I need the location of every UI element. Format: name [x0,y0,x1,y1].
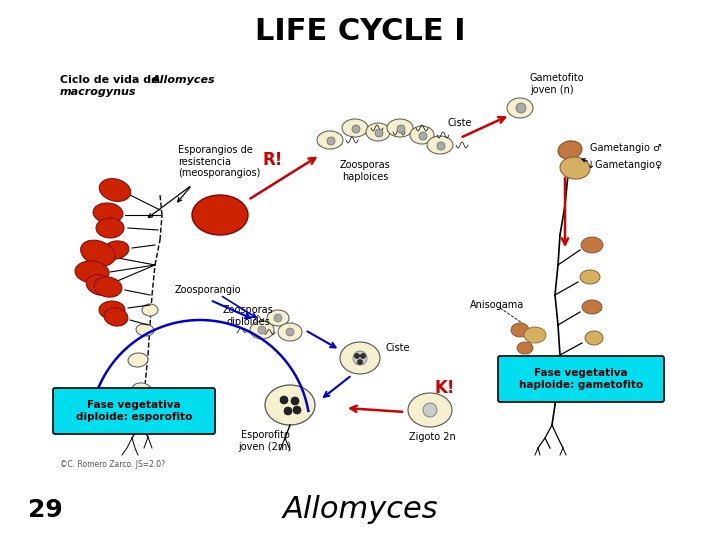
Text: Gametangio ♂: Gametangio ♂ [590,143,662,153]
Ellipse shape [104,308,128,326]
Ellipse shape [267,310,289,326]
Ellipse shape [387,119,413,137]
Text: Ciclo de vida de: Ciclo de vida de [60,75,163,85]
Ellipse shape [128,353,148,367]
Ellipse shape [366,123,390,141]
Text: K!: K! [435,379,456,397]
Circle shape [293,406,301,414]
Circle shape [352,125,360,133]
Ellipse shape [93,203,123,223]
Text: Fase vegetativa
diploide: esporofito: Fase vegetativa diploide: esporofito [76,400,192,422]
Ellipse shape [511,323,529,337]
Text: Allomyces: Allomyces [152,75,215,85]
Text: Anisogama: Anisogama [470,300,524,310]
Text: Zoosporas
haploices: Zoosporas haploices [340,160,390,181]
Ellipse shape [136,324,154,336]
Circle shape [375,129,383,137]
Text: macrogynus: macrogynus [60,87,137,97]
Circle shape [280,396,288,404]
Ellipse shape [103,241,129,259]
Text: Zoosporangio: Zoosporangio [175,285,242,295]
Ellipse shape [75,261,109,283]
Circle shape [419,132,427,140]
Ellipse shape [81,240,115,266]
Text: Ciste: Ciste [385,343,410,353]
Ellipse shape [427,136,453,154]
Text: R!: R! [263,151,284,169]
Circle shape [361,354,366,359]
Text: Esporofito
joven (2m): Esporofito joven (2m) [238,430,292,451]
Ellipse shape [507,98,533,118]
Text: LIFE CYCLE I: LIFE CYCLE I [255,17,465,46]
Ellipse shape [585,331,603,345]
Ellipse shape [192,195,248,235]
Circle shape [358,360,362,365]
Circle shape [516,103,526,113]
Circle shape [327,137,335,145]
Text: Zigoto 2n: Zigoto 2n [409,432,455,442]
Ellipse shape [581,237,603,253]
Ellipse shape [340,342,380,374]
Text: Zoosporas
diploides: Zoosporas diploides [222,305,274,327]
Ellipse shape [132,383,152,397]
Circle shape [437,142,445,150]
Ellipse shape [560,157,590,179]
Circle shape [286,328,294,336]
FancyBboxPatch shape [53,388,215,434]
Ellipse shape [580,270,600,284]
FancyBboxPatch shape [498,356,664,402]
Circle shape [423,403,437,417]
Circle shape [258,326,266,334]
Ellipse shape [96,218,124,238]
Ellipse shape [94,277,122,297]
Circle shape [397,125,405,133]
Ellipse shape [317,131,343,149]
Ellipse shape [142,304,158,316]
Circle shape [353,351,367,365]
Ellipse shape [99,301,125,319]
Text: Ciste: Ciste [447,118,472,128]
Ellipse shape [582,300,602,314]
Ellipse shape [278,323,302,341]
Ellipse shape [342,119,368,137]
Text: Allomyces: Allomyces [282,496,438,524]
Ellipse shape [99,179,131,201]
Text: Esporangios de
resistencia
(meosporangios): Esporangios de resistencia (meosporangio… [178,145,261,178]
Text: ©C. Romero Zarco. JS=2.0?: ©C. Romero Zarco. JS=2.0? [60,460,165,469]
Text: Gametofito
joven (n): Gametofito joven (n) [530,73,585,95]
Circle shape [284,407,292,415]
Ellipse shape [558,141,582,159]
Ellipse shape [524,327,546,343]
Circle shape [274,314,282,322]
Text: Fase vegetativa
haploide: gametofito: Fase vegetativa haploide: gametofito [519,368,643,390]
Circle shape [291,397,299,405]
Ellipse shape [86,275,114,295]
Ellipse shape [410,126,434,144]
Text: ↓Gametangio♀: ↓Gametangio♀ [587,160,662,170]
Ellipse shape [265,385,315,425]
Ellipse shape [250,321,274,339]
Text: 29: 29 [28,498,63,522]
Ellipse shape [408,393,452,427]
Ellipse shape [517,342,533,354]
Circle shape [354,354,359,359]
